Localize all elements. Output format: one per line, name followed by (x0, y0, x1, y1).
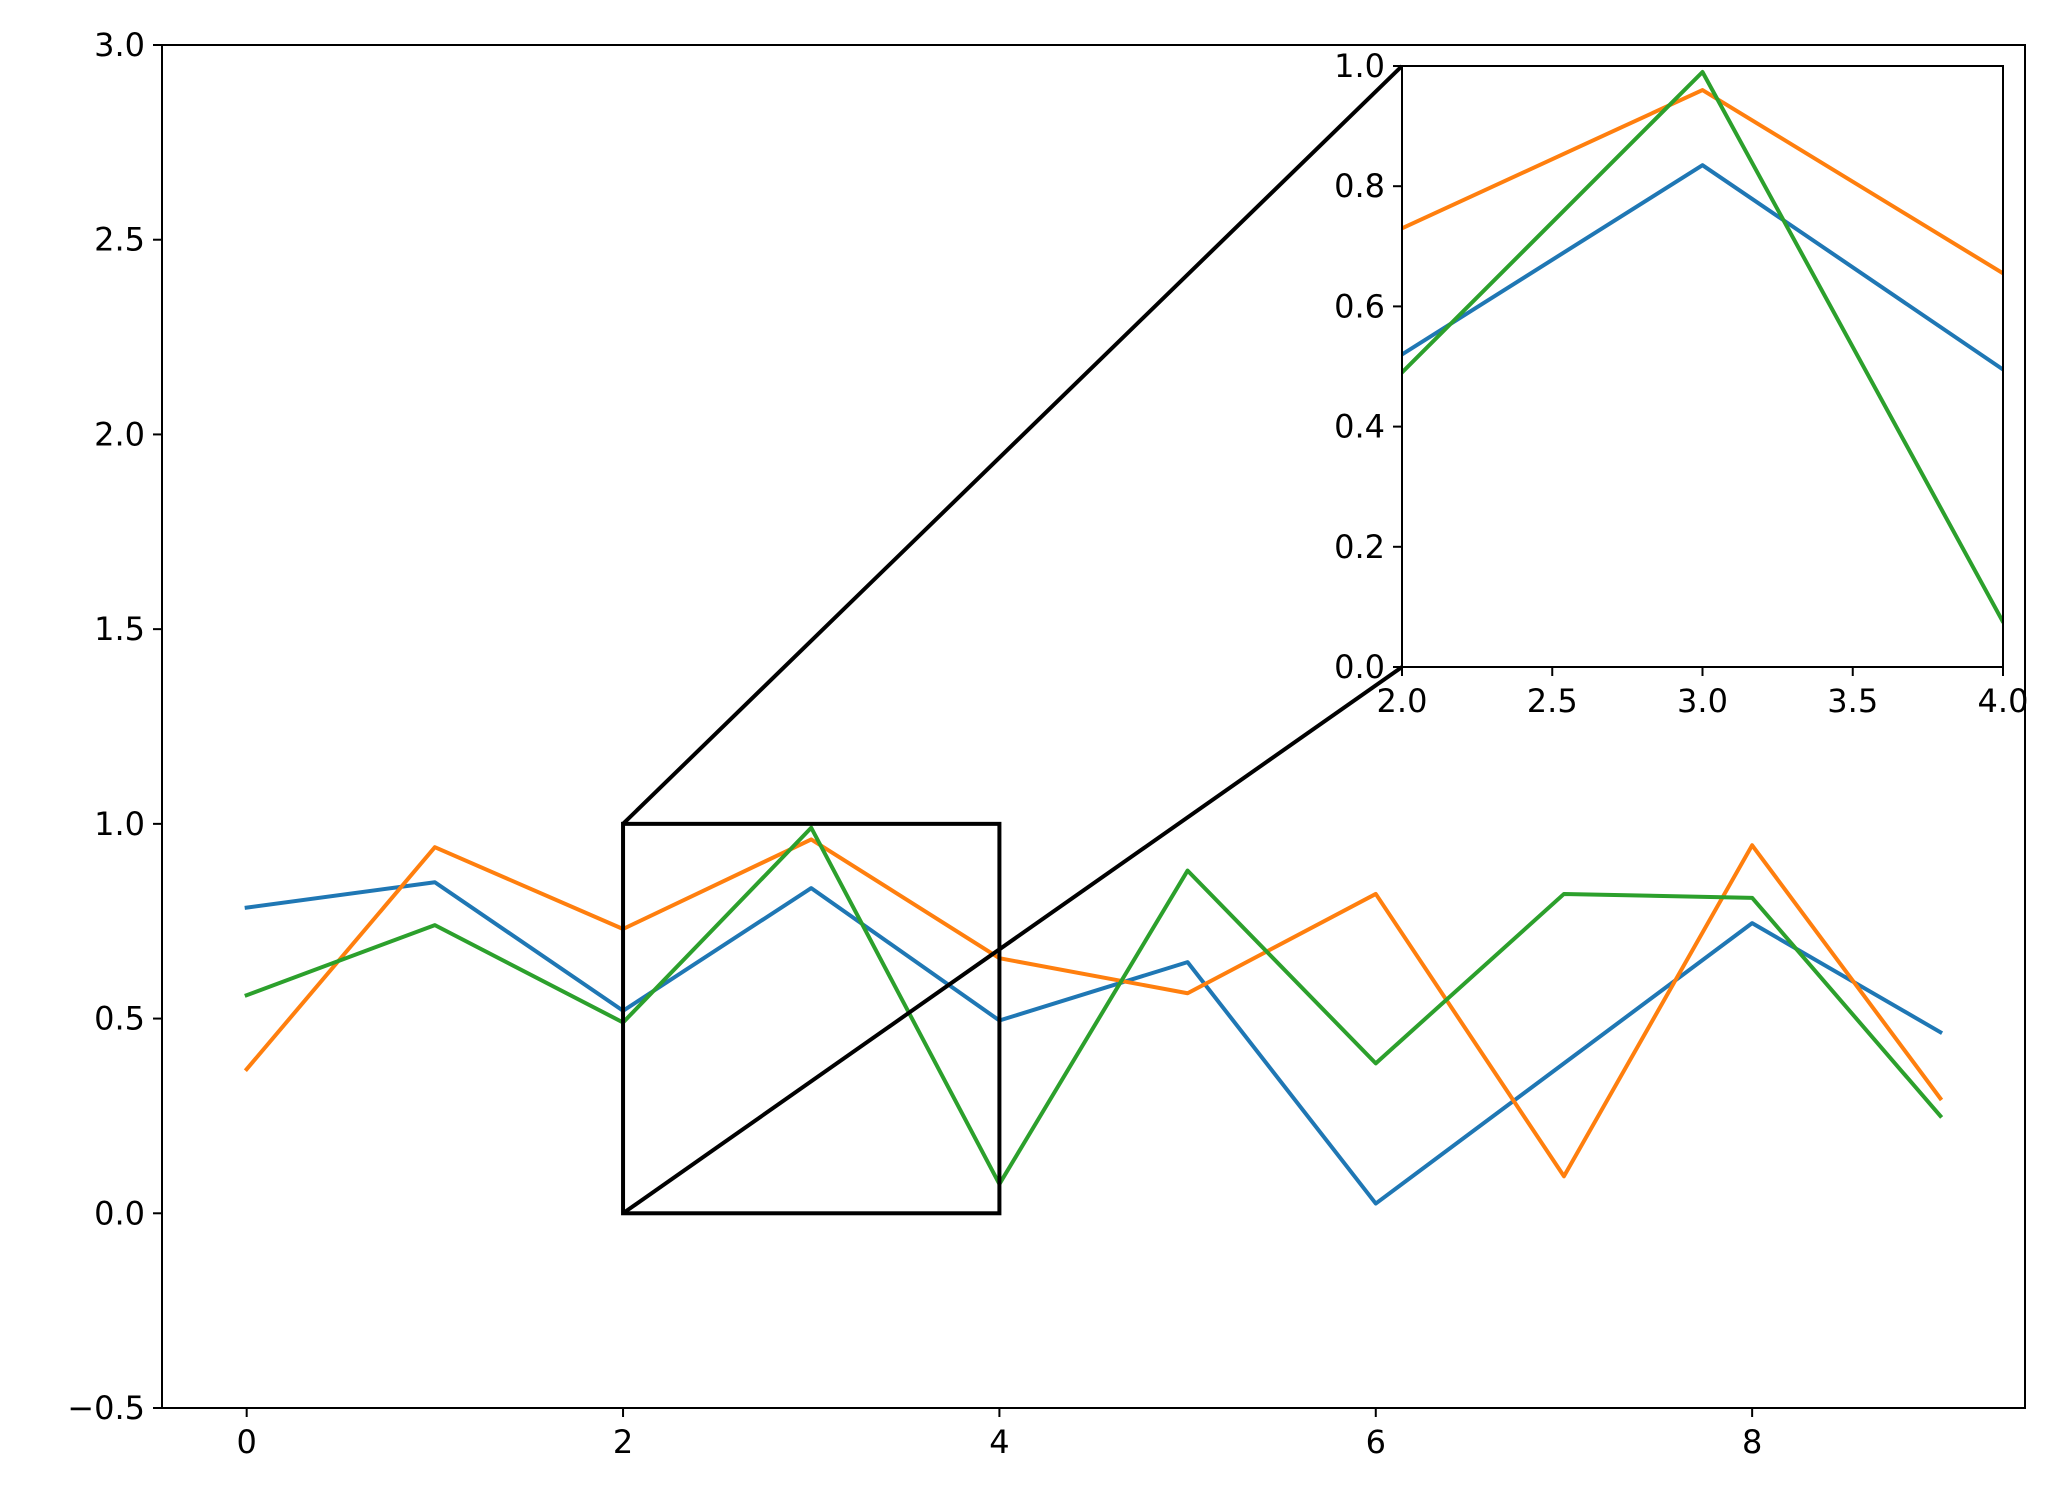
inset-y-tick-label: 0.4 (1334, 408, 1385, 446)
inset-axes: 2.0 2.5 3.0 3.5 4.0 0.0 0.2 0.4 0.6 0.8 1.0 (1334, 47, 2029, 720)
main-series-group (243, 825, 1944, 1206)
zoom-region-rectangle (621, 821, 1002, 1216)
main-y-tick-label: −0.5 (67, 1389, 145, 1427)
main-series-line-2 (243, 837, 1944, 1179)
main-y-tick-label: 2.5 (94, 221, 145, 259)
main-y-tick-label: 2.0 (94, 415, 145, 453)
main-y-tick-label: 1.5 (94, 610, 145, 648)
main-y-tick-label: 0.0 (94, 1194, 145, 1232)
main-axes-frame (161, 44, 2026, 1409)
inset-x-tick-label: 2.0 (1377, 682, 1428, 720)
zoom-connector-line-top (621, 64, 1404, 826)
main-x-tick-label: 0 (237, 1423, 257, 1461)
main-y-tick-label: 0.5 (94, 1000, 145, 1038)
main-x-tick-label: 8 (1742, 1423, 1762, 1461)
main-axes: 0 2 4 6 8 −0.5 0.0 0.5 1.0 1.5 2.0 2.5 3.0 (67, 26, 2026, 1461)
inset-x-tick-label: 2.5 (1527, 682, 1578, 720)
inset-y-tick-label: 0.0 (1334, 648, 1385, 686)
zoom-connector-line-bottom (621, 665, 1404, 1215)
main-x-tick-label: 2 (613, 1423, 633, 1461)
inset-x-tick-label: 3.0 (1677, 682, 1728, 720)
inset-x-tick-label: 3.5 (1827, 682, 1878, 720)
main-y-tick-label: 1.0 (94, 805, 145, 843)
main-series-line-3 (244, 825, 1944, 1187)
main-series-line-1 (244, 880, 1944, 1206)
inset-y-tick-label: 1.0 (1334, 47, 1385, 85)
zoom-indicator (621, 64, 1404, 1216)
inset-y-tick-label: 0.2 (1334, 528, 1385, 566)
main-x-tick-label: 6 (1366, 1423, 1386, 1461)
main-x-tick-label: 4 (989, 1423, 1009, 1461)
inset-background (1402, 66, 2003, 667)
inset-x-tick-label: 4.0 (1978, 682, 2029, 720)
inset-y-tick-label: 0.8 (1334, 167, 1385, 205)
inset-y-tick-label: 0.6 (1334, 287, 1385, 325)
main-y-tick-label: 3.0 (94, 26, 145, 64)
